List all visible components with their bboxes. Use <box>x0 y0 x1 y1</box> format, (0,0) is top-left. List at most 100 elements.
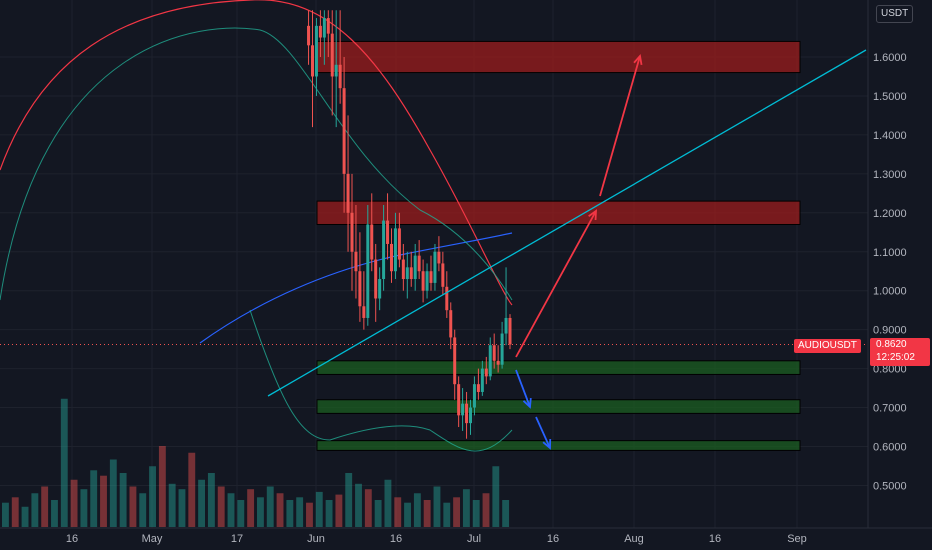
candle-body <box>382 220 386 280</box>
time-tick-label: 16 <box>709 533 721 545</box>
volume-bar <box>472 500 480 527</box>
volume-bar <box>502 500 510 527</box>
volume-bar <box>2 502 9 527</box>
time-tick-label: 17 <box>231 533 243 545</box>
candle-body <box>429 271 433 283</box>
volume-bar <box>266 486 274 527</box>
price-tick-label: 1.0000 <box>873 286 907 298</box>
candle-body <box>358 271 362 307</box>
candle-body <box>397 228 401 260</box>
volume-bar <box>60 398 68 527</box>
volume-bar <box>374 500 382 527</box>
candle-body <box>472 384 476 408</box>
candle-body <box>307 25 311 46</box>
candle-body <box>445 286 449 311</box>
volume-bar <box>119 473 127 527</box>
support-resistance-zones <box>316 40 801 451</box>
candle-body <box>326 18 330 34</box>
price-tick-label: 1.2000 <box>873 208 907 220</box>
candle-body <box>362 306 366 318</box>
bullish-arrow-1 <box>515 210 597 358</box>
candle-body <box>366 224 370 318</box>
candle-body <box>437 251 441 264</box>
time-tick-label: Sep <box>787 533 807 545</box>
volume-bar <box>306 502 313 527</box>
candle-body <box>346 173 350 213</box>
price-tick-label: 0.5000 <box>873 480 907 492</box>
bullish-arrow-2 <box>599 55 641 197</box>
volume-bar <box>11 497 19 527</box>
candle-body <box>374 259 378 299</box>
volume-bar <box>41 486 49 527</box>
volume-bar <box>492 466 500 527</box>
last-price-tag: 0.8620 12:25:02 <box>870 338 930 366</box>
candle-body <box>480 368 484 392</box>
price-tick-label: 1.5000 <box>873 91 907 103</box>
price-tick-label: 0.6000 <box>873 442 907 454</box>
candle-body <box>441 263 445 287</box>
volume-bar <box>90 470 98 527</box>
bullish-arrow-2-head <box>633 54 643 66</box>
volume-bar <box>335 494 343 527</box>
candle-body <box>314 25 318 77</box>
volume-bar <box>453 497 461 527</box>
price-tick-label: 1.4000 <box>873 130 907 142</box>
candle-body <box>378 279 382 299</box>
candle-body <box>354 251 358 272</box>
candle-body <box>401 259 405 280</box>
candle-body <box>322 18 326 38</box>
volume-bars <box>2 398 510 527</box>
candle-body <box>476 384 480 392</box>
resistance-zone <box>316 40 801 74</box>
volume-bar <box>100 475 107 527</box>
price-tick-label: 0.9000 <box>873 325 907 337</box>
symbol-tag: AUDIOUSDT <box>794 339 861 353</box>
time-tick-label: Jun <box>307 533 325 545</box>
currency-badge[interactable]: USDT <box>876 5 914 23</box>
candle-body <box>413 255 417 280</box>
candle-body <box>393 228 397 272</box>
candle-body <box>508 317 512 345</box>
candle-body <box>417 255 421 272</box>
ascending-trendline <box>267 49 867 397</box>
time-axis[interactable]: 16 May 17 Jun 16 Jul 16 Aug 16 Sep <box>0 527 932 545</box>
time-tick-label: 16 <box>66 533 78 545</box>
bollinger-upper <box>0 27 513 301</box>
price-tick-label: 1.6000 <box>873 52 907 64</box>
volume-bar <box>276 493 284 527</box>
volume-bar <box>355 483 362 527</box>
volume-bar <box>198 479 206 527</box>
price-tick-label: 1.1000 <box>873 247 907 259</box>
volume-bar <box>364 489 372 527</box>
volume-bar <box>51 500 58 527</box>
volume-bar <box>168 483 176 527</box>
bar-countdown: 12:25:02 <box>876 352 915 363</box>
bearish-arrow-1 <box>515 369 531 408</box>
volume-bar <box>188 452 196 527</box>
candle-body <box>334 64 338 77</box>
candle-body <box>433 251 437 283</box>
support-zone <box>316 440 801 451</box>
price-axis[interactable]: 1.6000 1.5000 1.4000 1.3000 1.2000 1.1000 1.00… <box>867 0 907 528</box>
volume-bar <box>70 479 78 527</box>
volume-bar <box>404 502 411 527</box>
volume-bar <box>384 479 392 527</box>
candle-body <box>469 407 472 424</box>
price-tick-label: 1.3000 <box>873 169 907 181</box>
candle-body <box>425 271 429 291</box>
candle-body <box>370 224 374 260</box>
volume-bar <box>227 493 235 527</box>
candle-body <box>500 333 504 365</box>
candle-body <box>449 310 453 338</box>
time-tick-label: Jul <box>467 533 481 545</box>
resistance-zone <box>316 200 801 225</box>
volume-bar <box>237 500 245 527</box>
candle-body <box>484 368 488 377</box>
candle-body <box>318 25 322 38</box>
price-tick-label: 0.8000 <box>873 364 907 376</box>
candle-body <box>457 384 461 416</box>
candle-body <box>350 212 354 252</box>
volume-bar <box>178 489 186 527</box>
volume-bar <box>325 500 333 527</box>
